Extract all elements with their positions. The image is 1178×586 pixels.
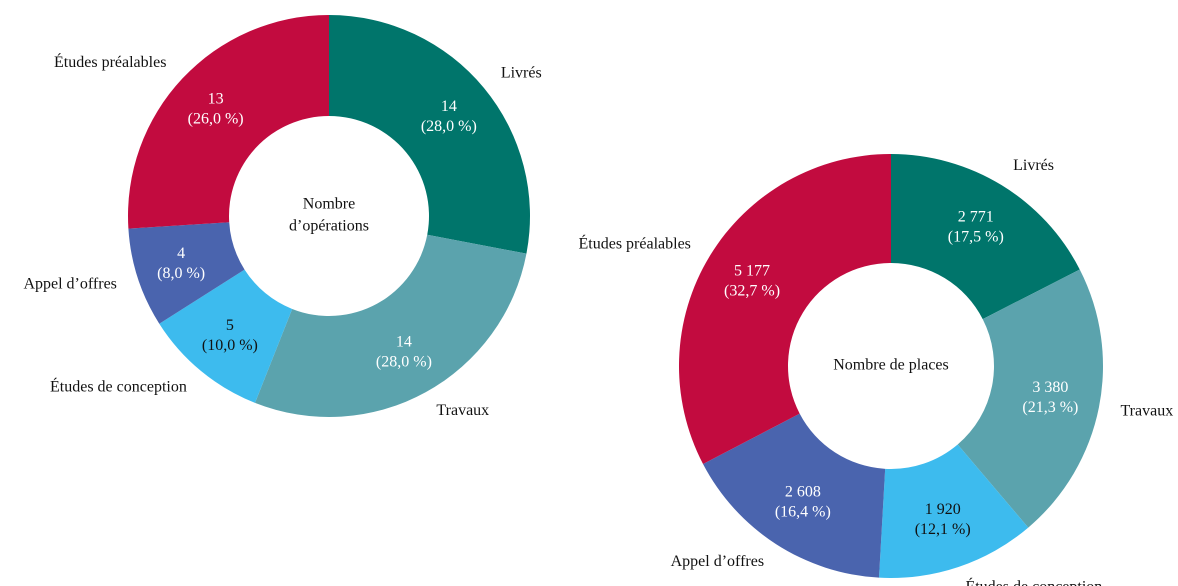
category-label: Appel d’offres <box>23 276 116 293</box>
center-label: Nombre <box>303 196 355 213</box>
value: 1 920 <box>925 501 961 518</box>
percent: (28,0 %) <box>421 118 477 135</box>
value: 2 771 <box>958 208 994 225</box>
percent: (8,0 %) <box>157 265 205 282</box>
value-label: 2 608 (16,4 %) <box>775 483 831 520</box>
value-label: 2 771 (17,5 %) <box>948 208 1004 245</box>
value-label: 5 177 (32,7 %) <box>724 262 780 299</box>
donut-segment <box>255 234 527 417</box>
category-label: Études préalables <box>54 52 166 71</box>
value: 2 608 <box>785 483 821 500</box>
percent: (10,0 %) <box>202 336 258 353</box>
donut-segment <box>679 154 891 465</box>
donut-segment <box>329 15 531 254</box>
category-label: Travaux <box>436 402 489 419</box>
percent: (21,3 %) <box>1022 398 1078 415</box>
donut-segment <box>128 222 245 324</box>
donut-segment <box>159 269 293 403</box>
donut-segment <box>891 154 1080 320</box>
category-label: Livrés <box>501 65 542 82</box>
donut-segment <box>703 413 886 578</box>
category-label: Appel d’offres <box>671 553 764 570</box>
value-label: 3 380 (21,3 %) <box>1022 378 1078 415</box>
value-label: 13 (26,0 %) <box>188 90 244 127</box>
donut-segment <box>127 15 329 229</box>
value: 14 <box>441 98 457 115</box>
value-label: 5 (10,0 %) <box>202 316 258 353</box>
value-label: 14 (28,0 %) <box>376 333 432 370</box>
value-label: 14 (28,0 %) <box>421 98 477 135</box>
value-label: 4 (8,0 %) <box>157 245 205 282</box>
value: 13 <box>208 90 224 107</box>
category-label: Études de conception <box>50 376 187 395</box>
percent: (26,0 %) <box>188 110 244 127</box>
percent: (16,4 %) <box>775 503 831 520</box>
percent: (32,7 %) <box>724 282 780 299</box>
percent: (28,0 %) <box>376 353 432 370</box>
category-label: Travaux <box>1120 402 1173 419</box>
value: 5 <box>226 316 234 333</box>
donut-segment <box>957 269 1103 528</box>
category-label: Études préalables <box>579 233 691 252</box>
category-label: Études de conception <box>965 577 1102 586</box>
value: 4 <box>177 245 185 262</box>
value-label: 1 920 (12,1 %) <box>915 501 971 538</box>
value: 14 <box>396 333 412 350</box>
center-label: Nombre de places <box>833 357 949 374</box>
donut-segment <box>878 444 1029 578</box>
category-label: Livrés <box>1013 157 1054 174</box>
value: 5 177 <box>734 262 770 279</box>
percent: (12,1 %) <box>915 521 971 538</box>
percent: (17,5 %) <box>948 228 1004 245</box>
center-label: d’opérations <box>289 218 369 235</box>
value: 3 380 <box>1032 378 1068 395</box>
